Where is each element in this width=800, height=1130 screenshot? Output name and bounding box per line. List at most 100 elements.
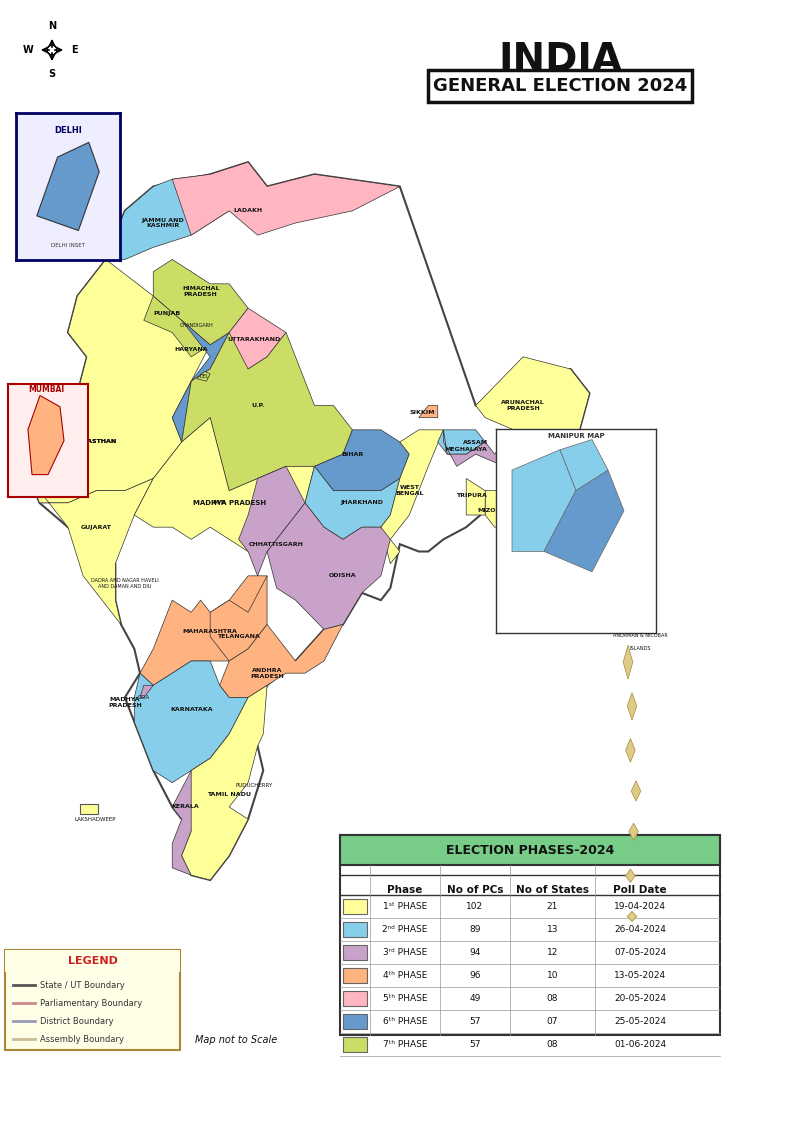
Bar xyxy=(343,1037,367,1052)
Bar xyxy=(5,950,180,972)
Text: 3ʳᵈ PHASE: 3ʳᵈ PHASE xyxy=(383,948,427,957)
Text: 4ᵗʰ PHASE: 4ᵗʰ PHASE xyxy=(383,971,427,980)
Polygon shape xyxy=(485,490,523,528)
Text: MUMBAI: MUMBAI xyxy=(28,385,65,394)
Text: ANDHRA
PRADESH: ANDHRA PRADESH xyxy=(250,668,284,679)
Polygon shape xyxy=(30,163,590,880)
Polygon shape xyxy=(631,781,641,801)
Polygon shape xyxy=(210,576,267,661)
Polygon shape xyxy=(466,478,485,515)
Polygon shape xyxy=(140,576,267,685)
Text: 21: 21 xyxy=(547,902,558,911)
Polygon shape xyxy=(512,450,576,551)
Bar xyxy=(343,922,367,937)
Polygon shape xyxy=(182,685,267,880)
Text: WEST
BENGAL: WEST BENGAL xyxy=(395,485,423,496)
Text: UTTARAKHAND: UTTARAKHAND xyxy=(227,337,281,342)
Polygon shape xyxy=(134,418,314,551)
Polygon shape xyxy=(381,429,443,564)
Text: ODISHA: ODISHA xyxy=(329,573,357,579)
Text: HIMACHAL
PRADESH: HIMACHAL PRADESH xyxy=(182,286,219,296)
Text: 08: 08 xyxy=(546,994,558,1003)
Text: 57: 57 xyxy=(470,1017,481,1026)
Text: 25-05-2024: 25-05-2024 xyxy=(614,1017,666,1026)
Text: GOA: GOA xyxy=(138,695,150,699)
Text: MIZORAM: MIZORAM xyxy=(478,507,512,513)
Polygon shape xyxy=(504,454,551,503)
Text: MAHARASHTRA: MAHARASHTRA xyxy=(182,629,238,634)
Text: CHANDIGARH: CHANDIGARH xyxy=(180,323,214,328)
Polygon shape xyxy=(267,503,390,629)
Polygon shape xyxy=(172,734,229,875)
Polygon shape xyxy=(140,685,154,697)
Text: Map not to Scale: Map not to Scale xyxy=(195,1035,278,1045)
Text: 07: 07 xyxy=(546,1017,558,1026)
Text: 49: 49 xyxy=(470,994,481,1003)
Text: Assembly Boundary: Assembly Boundary xyxy=(40,1034,124,1043)
Polygon shape xyxy=(154,260,248,345)
Text: Poll Date: Poll Date xyxy=(613,885,667,895)
Polygon shape xyxy=(197,372,210,381)
Text: 94: 94 xyxy=(470,948,481,957)
Text: GENERAL ELECTION 2024: GENERAL ELECTION 2024 xyxy=(433,77,687,95)
Polygon shape xyxy=(30,260,210,503)
Polygon shape xyxy=(106,163,267,260)
Text: 19-04-2024: 19-04-2024 xyxy=(614,902,666,911)
Text: No of PCs: No of PCs xyxy=(446,885,503,895)
Text: 13-05-2024: 13-05-2024 xyxy=(614,971,666,980)
Polygon shape xyxy=(560,440,608,490)
FancyBboxPatch shape xyxy=(428,70,692,102)
Polygon shape xyxy=(443,429,514,467)
Text: 2ⁿᵈ PHASE: 2ⁿᵈ PHASE xyxy=(382,925,428,935)
Text: 102: 102 xyxy=(466,902,483,911)
Text: 08: 08 xyxy=(546,1040,558,1049)
Text: N: N xyxy=(48,21,56,31)
Polygon shape xyxy=(172,320,229,442)
Text: ANDAMAN & NICOBAR: ANDAMAN & NICOBAR xyxy=(613,633,667,637)
Polygon shape xyxy=(229,308,286,370)
Text: E: E xyxy=(71,45,78,55)
Polygon shape xyxy=(418,406,438,418)
Text: 13: 13 xyxy=(546,925,558,935)
Polygon shape xyxy=(438,429,485,454)
Text: INDIA: INDIA xyxy=(498,41,622,79)
Text: 07-05-2024: 07-05-2024 xyxy=(614,948,666,957)
Text: S: S xyxy=(49,69,55,79)
Polygon shape xyxy=(220,625,343,697)
Text: Parliamentary Boundary: Parliamentary Boundary xyxy=(40,999,142,1008)
Text: TELANGANA: TELANGANA xyxy=(217,634,260,640)
Text: JHARKHAND: JHARKHAND xyxy=(340,501,383,505)
Text: ELECTION PHASES-2024: ELECTION PHASES-2024 xyxy=(446,843,614,857)
Text: District Boundary: District Boundary xyxy=(40,1017,114,1026)
Bar xyxy=(343,945,367,960)
Text: 6ᵗʰ PHASE: 6ᵗʰ PHASE xyxy=(382,1017,427,1026)
Text: MEGHALAYA: MEGHALAYA xyxy=(445,446,488,452)
Polygon shape xyxy=(627,693,637,720)
Text: BIHAR: BIHAR xyxy=(342,452,363,457)
Bar xyxy=(340,835,720,864)
Text: DEL: DEL xyxy=(200,374,210,379)
Text: MADHYA
PRADESH: MADHYA PRADESH xyxy=(108,697,142,707)
Text: No of States: No of States xyxy=(516,885,589,895)
Text: 89: 89 xyxy=(470,925,481,935)
Polygon shape xyxy=(626,739,635,763)
Text: ASSAM: ASSAM xyxy=(463,440,488,444)
Polygon shape xyxy=(314,429,410,490)
Bar xyxy=(340,835,720,1035)
Polygon shape xyxy=(172,163,400,235)
Text: 01-06-2024: 01-06-2024 xyxy=(614,1040,666,1049)
Polygon shape xyxy=(182,332,353,490)
Polygon shape xyxy=(238,467,305,576)
Text: ISLANDS: ISLANDS xyxy=(630,646,650,651)
Text: MANIPUR: MANIPUR xyxy=(502,484,536,488)
Polygon shape xyxy=(476,357,590,454)
Polygon shape xyxy=(144,296,210,357)
Bar xyxy=(343,1014,367,1029)
Text: RAJASTHAN: RAJASTHAN xyxy=(76,440,117,444)
Text: 20-05-2024: 20-05-2024 xyxy=(614,994,666,1003)
Text: Phase: Phase xyxy=(387,885,422,895)
Text: HARYANA: HARYANA xyxy=(174,347,208,353)
Text: U.P.: U.P. xyxy=(251,403,264,408)
Text: 96: 96 xyxy=(470,971,481,980)
Text: DELHI INSET: DELHI INSET xyxy=(51,243,85,247)
